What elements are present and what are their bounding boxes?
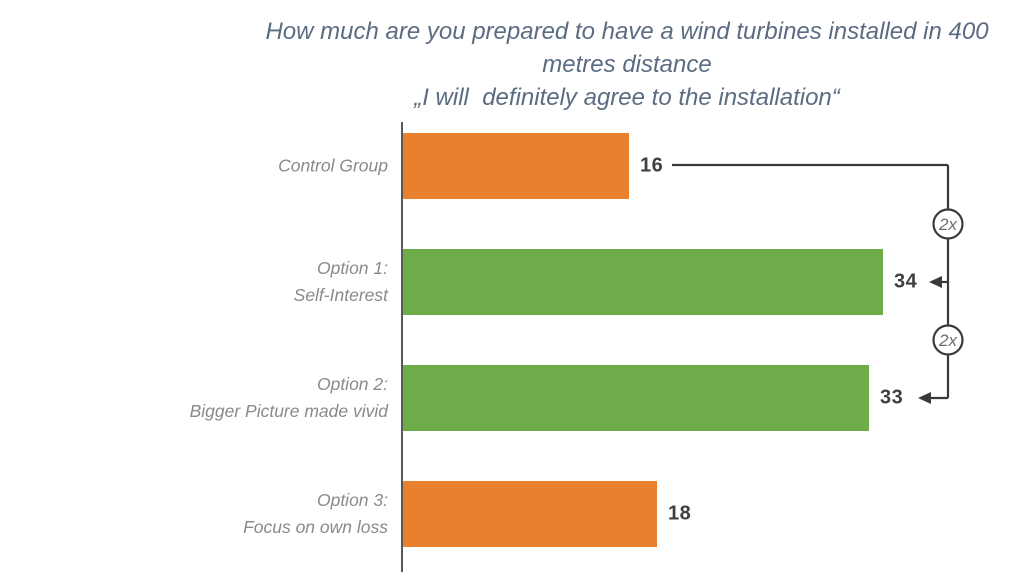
category-label: Control Group [278, 155, 388, 176]
value-label: 18 [668, 502, 692, 525]
multiplier-badge-label: 2x [938, 331, 957, 350]
category-label: Option 3: Focus on own loss [243, 490, 388, 537]
bar [403, 365, 869, 431]
multiplier-badge-circle [932, 324, 964, 356]
category-label: Option 1: Self-Interest [293, 258, 388, 305]
multiplier-badge-circle [932, 208, 964, 240]
arrow-to-option-1-head [929, 276, 942, 288]
chart-title-block: How much are you prepared to have a wind… [230, 15, 1024, 114]
chart-title-line-1: How much are you prepared to have a wind… [265, 18, 989, 45]
value-label: 16 [640, 154, 664, 177]
bar [403, 133, 629, 199]
chart-subtitle: „I will definitely agree to the installa… [414, 84, 840, 111]
multiplier-badge-label: 2x [938, 215, 957, 234]
value-label: 34 [894, 270, 918, 293]
arrow-to-option-2-head [918, 392, 931, 404]
y-axis-line [401, 122, 403, 572]
category-label: Option 2: Bigger Picture made vivid [189, 374, 388, 421]
value-label: 33 [880, 386, 904, 409]
bar [403, 481, 657, 547]
bar [403, 249, 883, 315]
chart-title-line-2: metres distance [542, 51, 712, 78]
